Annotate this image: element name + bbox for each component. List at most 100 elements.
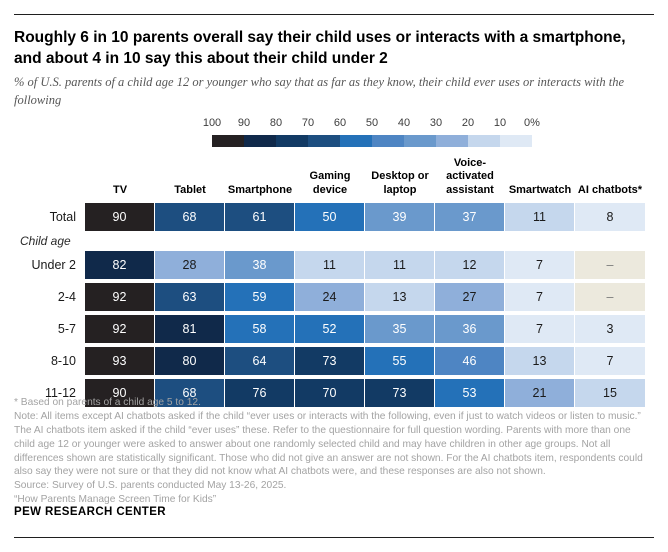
legend-color-segment xyxy=(404,135,436,147)
heatmap-cell: 93 xyxy=(85,347,155,375)
heatmap-cell: 7 xyxy=(505,251,575,279)
bottom-divider xyxy=(14,537,654,538)
footnote-source: Source: Survey of U.S. parents conducted… xyxy=(14,480,287,492)
legend-tick-label: 10 xyxy=(493,117,507,129)
column-header: Smartphone xyxy=(227,183,293,196)
legend-color-segment xyxy=(500,135,532,147)
legend-tick-label: 70 xyxy=(301,117,315,129)
column-header: Voice-activated assistant xyxy=(446,156,494,196)
total-row-section: Total 90 68 61 50 39 37 11 8 xyxy=(14,203,654,231)
legend-color-segment xyxy=(276,135,308,147)
heatmap-cell: 53 xyxy=(435,379,505,407)
legend-tick-label: 80 xyxy=(269,117,283,129)
row-label: Total xyxy=(49,210,76,224)
legend-color-bar xyxy=(212,135,532,147)
legend-color-segment xyxy=(436,135,468,147)
heatmap-cell: 11 xyxy=(365,251,435,279)
column-header: Gaming device xyxy=(309,170,351,196)
table-row: Under 2 82 28 38 11 11 12 7– xyxy=(14,251,654,279)
legend-color-segment xyxy=(244,135,276,147)
heatmap-cell: 59 xyxy=(225,283,295,311)
legend-tick-label: 90 xyxy=(237,117,251,129)
pew-research-center-wordmark: PEW RESEARCH CENTER xyxy=(14,506,167,518)
footnotes-block: * Based on parents of a child age 5 to 1… xyxy=(14,396,654,507)
row-group-label: Child age xyxy=(20,234,71,248)
column-header-row: TV Tablet Smartphone Gaming device Desktop o… xyxy=(14,150,654,200)
heatmap-cell: 12 xyxy=(435,251,505,279)
footnote-report-title: “How Parents Manage Screen Time for Kids… xyxy=(14,494,217,506)
heatmap-cell: 7 xyxy=(505,283,575,311)
heatmap-cell: 68 xyxy=(155,203,225,231)
heatmap-cell: 13 xyxy=(505,347,575,375)
heatmap-cell: – xyxy=(575,251,645,279)
heatmap-cell: 37 xyxy=(435,203,505,231)
heatmap-cell: 15 xyxy=(575,379,645,407)
heatmap-cell: 21 xyxy=(505,379,575,407)
chart-title: Roughly 6 in 10 parents overall say thei… xyxy=(14,29,626,68)
table-row: 5-7 92 81 58 52 35 36 7 3 xyxy=(14,315,654,343)
row-label: 11-12 xyxy=(44,386,76,400)
heatmap-cell: 70 xyxy=(295,379,365,407)
heatmap-cell: 7 xyxy=(575,347,645,375)
heatmap-cell: 13 xyxy=(365,283,435,311)
heatmap-cell: 28 xyxy=(155,251,225,279)
column-header: Desktop or laptop xyxy=(371,170,429,196)
heatmap-cell: 8 xyxy=(575,203,645,231)
heatmap-cell: 82 xyxy=(85,251,155,279)
heatmap-cell: 3 xyxy=(575,315,645,343)
heatmap-cell: 27 xyxy=(435,283,505,311)
legend-tick-label: 40 xyxy=(397,117,411,129)
row-label: 2-4 xyxy=(57,290,76,304)
heatmap-cell: 36 xyxy=(435,315,505,343)
heatmap-cell: 61 xyxy=(225,203,295,231)
chart-subtitle: % of U.S. parents of a child age 12 or y… xyxy=(14,75,625,108)
heatmap-cell: 38 xyxy=(225,251,295,279)
heatmap-cell: 24 xyxy=(295,283,365,311)
legend-color-segment xyxy=(212,135,244,147)
heatmap-cell: 50 xyxy=(295,203,365,231)
table-row: 8-10 93 80 64 73 55 46 13 7 xyxy=(14,347,654,375)
legend-tick-label: 100 xyxy=(202,117,222,129)
legend-tick-labels: 100 90 80 70 60 50 40 30 20 10 0% xyxy=(203,117,540,130)
table-row: 11-12 90 68 76 70 73 53 21 15 xyxy=(14,379,654,407)
heatmap-cell: 92 xyxy=(85,283,155,311)
heatmap-cell: 46 xyxy=(435,347,505,375)
footnote-note: Note: All items except AI chatbots asked… xyxy=(14,410,643,478)
heatmap-cell: 63 xyxy=(155,283,225,311)
table-row: 2-4 92 63 59 24 13 27 7– xyxy=(14,283,654,311)
heatmap-cell: 55 xyxy=(365,347,435,375)
heatmap-table: TV Tablet Smartphone Gaming device Desktop o… xyxy=(14,150,654,411)
heatmap-cell: – xyxy=(575,283,645,311)
heatmap-cell: 73 xyxy=(365,379,435,407)
heatmap-cell: 11 xyxy=(505,203,575,231)
heatmap-cell: 80 xyxy=(155,347,225,375)
column-header: Smartwatch xyxy=(508,183,572,196)
column-header: AI chatbots* xyxy=(577,183,643,196)
legend-tick-label: 30 xyxy=(429,117,443,129)
heatmap-cell: 68 xyxy=(155,379,225,407)
row-label: 5-7 xyxy=(57,322,76,336)
age-rows-section: Under 2 82 28 38 11 11 12 7–2-4 92 63 59 24 13 27 7–5-… xyxy=(14,251,654,407)
column-header: TV xyxy=(112,183,128,196)
heatmap-cell: 73 xyxy=(295,347,365,375)
legend-tick-label: 20 xyxy=(461,117,475,129)
column-header: Tablet xyxy=(174,183,206,196)
heatmap-cell: 39 xyxy=(365,203,435,231)
heatmap-cell: 35 xyxy=(365,315,435,343)
legend-color-segment xyxy=(468,135,500,147)
table-row: Total 90 68 61 50 39 37 11 8 xyxy=(14,203,654,231)
legend-color-segment xyxy=(340,135,372,147)
heatmap-cell: 81 xyxy=(155,315,225,343)
footnote-asterisk: * Based on parents of a child age 5 to 1… xyxy=(14,397,201,408)
row-label: 8-10 xyxy=(50,354,76,368)
heatmap-cell: 64 xyxy=(225,347,295,375)
row-label: Under 2 xyxy=(31,258,76,272)
legend-color-segment xyxy=(308,135,340,147)
legend-tick-label: 50 xyxy=(365,117,379,129)
heatmap-cell: 11 xyxy=(295,251,365,279)
heatmap-cell: 90 xyxy=(85,379,155,407)
top-divider xyxy=(14,14,654,15)
heatmap-cell: 58 xyxy=(225,315,295,343)
heatmap-cell: 52 xyxy=(295,315,365,343)
